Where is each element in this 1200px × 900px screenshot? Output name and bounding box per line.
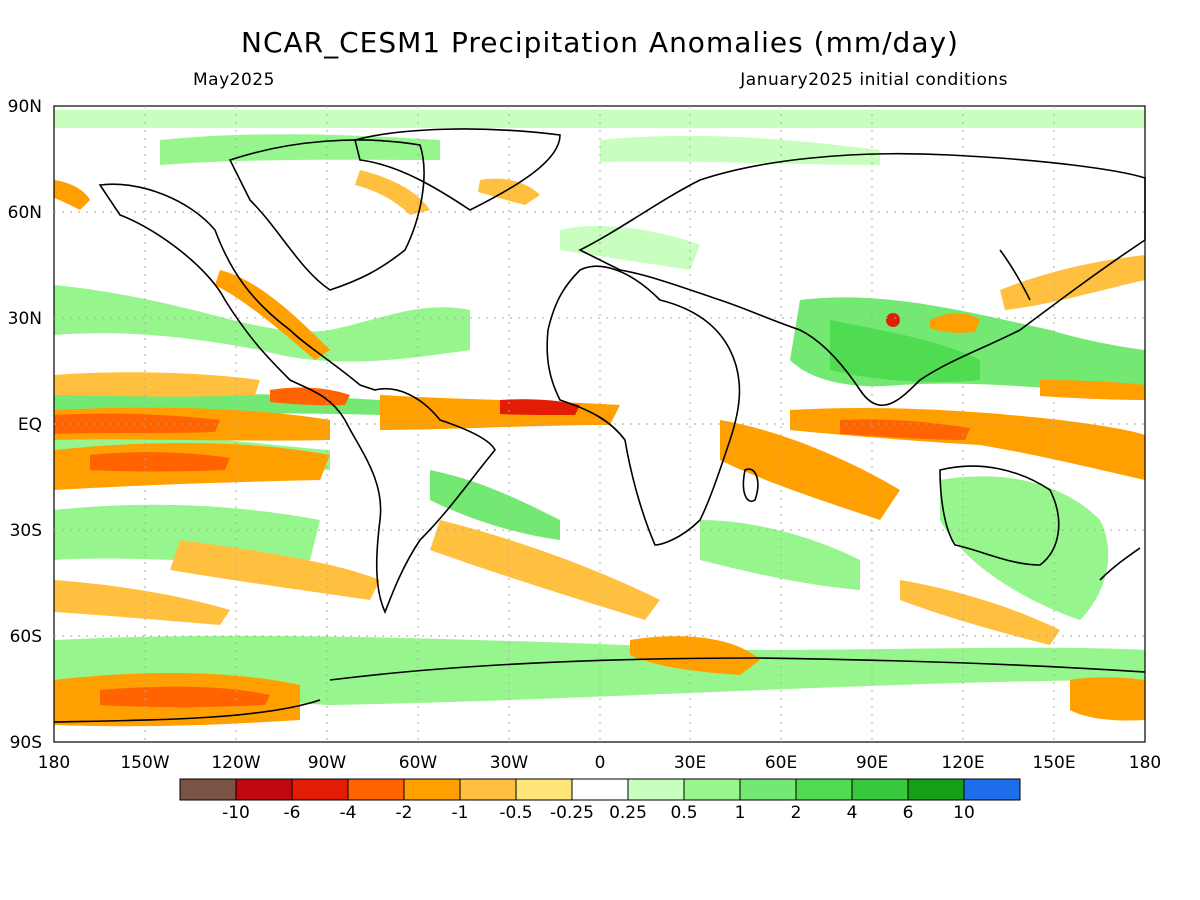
colorbar-swatch (739, 778, 797, 801)
colorbar-swatch (571, 778, 629, 801)
lon-tick-label: 120E (941, 753, 984, 773)
colorbar-swatch (795, 778, 853, 801)
colorbar-label: -0.25 (550, 803, 594, 823)
colorbar-labels: -10 -6 -4 -2 -1 -0.5 -0.25 0.25 0.5 1 2 4 6 10 (222, 803, 975, 823)
lon-tick-label: 60W (399, 753, 438, 773)
lon-tick-label: 60E (765, 753, 797, 773)
lat-tick-label: 60N (8, 203, 42, 223)
lat-tick-label: 60S (10, 627, 42, 647)
colorbar-swatch (291, 778, 349, 801)
valid-month-label: May2025 (193, 70, 275, 90)
colorbar-label: 4 (847, 803, 858, 823)
colorbar-swatch (683, 778, 741, 801)
lat-axis: 90N 60N 30N EQ 30S 60S 90S (8, 97, 42, 753)
colorbar-label: -6 (284, 803, 301, 823)
colorbar-label: -4 (340, 803, 357, 823)
lon-tick-label: 120W (211, 753, 260, 773)
lat-tick-label: 90S (10, 733, 42, 753)
lon-tick-label: 180 (1129, 753, 1161, 773)
colorbar-label: -1 (452, 803, 469, 823)
lon-tick-label: 90W (308, 753, 347, 773)
lon-tick-label: 30W (490, 753, 529, 773)
colorbar-swatch (179, 778, 237, 801)
colorbar-label: -0.5 (499, 803, 532, 823)
colorbar-swatch (851, 778, 909, 801)
lon-axis: 180 150W 120W 90W 60W 30W 0 30E 60E 90E … (38, 753, 1161, 773)
colorbar-swatch (907, 778, 965, 801)
colorbar-label: -2 (396, 803, 413, 823)
map-frame (53, 105, 1146, 743)
colorbar-swatch (515, 778, 573, 801)
lon-tick-label: 90E (856, 753, 888, 773)
lon-tick-label: 30E (674, 753, 706, 773)
colorbar-label: 0.25 (609, 803, 647, 823)
colorbar-label: 1 (735, 803, 746, 823)
lon-tick-label: 0 (595, 753, 606, 773)
lon-tick-label: 150W (120, 753, 169, 773)
lat-tick-label: EQ (18, 415, 42, 435)
colorbar-swatch (963, 778, 1021, 801)
colorbar-label: 2 (791, 803, 802, 823)
colorbar-label: -10 (222, 803, 250, 823)
colorbar-swatch (235, 778, 293, 801)
init-conditions-label: January2025 initial conditions (740, 70, 1008, 90)
colorbar: -10 -6 -4 -2 -1 -0.5 -0.25 0.25 0.5 1 2 4 6 10 (179, 778, 1021, 823)
colorbar-swatch (403, 778, 461, 801)
coastlines (53, 128, 1146, 723)
colorbar-swatch (347, 778, 405, 801)
colorbar-swatch (459, 778, 517, 801)
lon-tick-label: 180 (38, 753, 70, 773)
lat-tick-label: 90N (8, 97, 42, 117)
map-title: NCAR_CESM1 Precipitation Anomalies (mm/d… (241, 26, 959, 59)
lat-tick-label: 30N (8, 309, 42, 329)
lon-tick-label: 150E (1032, 753, 1075, 773)
colorbar-label: 6 (903, 803, 914, 823)
colorbar-swatch (627, 778, 685, 801)
colorbar-label: 10 (953, 803, 975, 823)
colorbar-swatches (179, 778, 1021, 801)
lat-tick-label: 30S (10, 521, 42, 541)
colorbar-label: 0.5 (670, 803, 697, 823)
